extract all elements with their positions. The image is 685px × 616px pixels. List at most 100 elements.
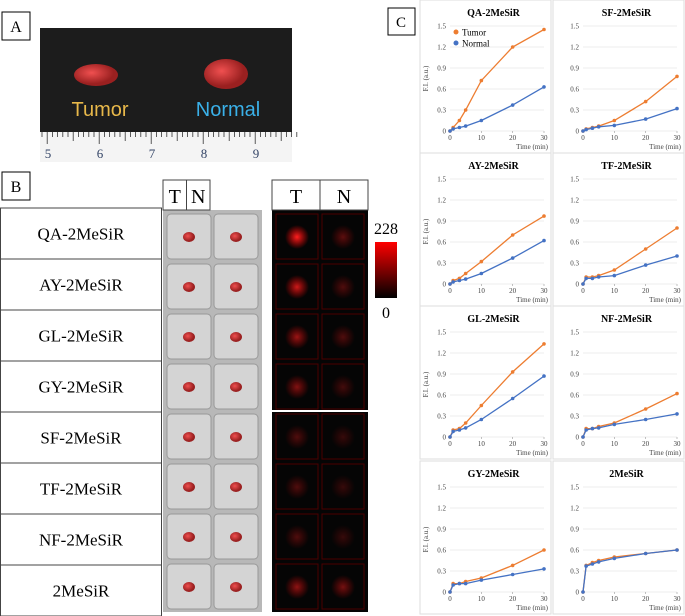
x-tick-label: 0 bbox=[448, 595, 452, 603]
fl-well bbox=[321, 413, 365, 460]
y-tick-label: 0.9 bbox=[437, 218, 446, 226]
data-point bbox=[451, 127, 455, 131]
fl-well bbox=[321, 313, 365, 360]
data-point bbox=[448, 282, 452, 286]
x-tick-label: 0 bbox=[448, 134, 452, 142]
data-point bbox=[643, 263, 648, 267]
data-point bbox=[542, 85, 546, 89]
table-cell bbox=[0, 360, 162, 413]
label-box bbox=[1, 171, 31, 201]
x-axis-label: Time (min) bbox=[649, 449, 681, 457]
row-label: GY-2MeSiR bbox=[38, 378, 124, 397]
y-tick-label: 0 bbox=[443, 281, 447, 289]
fl-well bbox=[321, 363, 365, 410]
chart-frame bbox=[419, 305, 552, 460]
x-tick-label: 10 bbox=[611, 287, 619, 295]
chart-title: TF-2MeSiR bbox=[601, 161, 652, 172]
row-label: TF-2MeSiR bbox=[40, 480, 123, 499]
data-point bbox=[584, 276, 588, 281]
tissue bbox=[183, 582, 195, 592]
fl-well bbox=[321, 563, 365, 610]
data-point bbox=[584, 564, 588, 568]
x-axis-label: Time (min) bbox=[516, 143, 548, 151]
chart-title: SF-2MeSiR bbox=[602, 8, 652, 19]
y-tick-label: 0.9 bbox=[437, 371, 446, 379]
x-tick-label: 30 bbox=[541, 134, 549, 142]
fl-well bbox=[275, 363, 319, 410]
y-tick-label: 0.9 bbox=[437, 526, 446, 534]
chart-title: GL-2MeSiR bbox=[467, 314, 520, 325]
x-tick-label: 0 bbox=[581, 287, 585, 295]
ruler-label: 5 bbox=[45, 146, 52, 161]
header-cell bbox=[271, 179, 321, 211]
y-tick-label: 0.3 bbox=[570, 260, 579, 268]
data-point bbox=[612, 422, 617, 427]
y-tick-label: 0 bbox=[576, 434, 580, 442]
fl-signal bbox=[285, 325, 309, 349]
y-tick-label: 0.6 bbox=[570, 86, 579, 94]
y-tick-label: 0.3 bbox=[570, 568, 579, 576]
data-point bbox=[510, 572, 515, 577]
x-tick-label: 0 bbox=[581, 440, 585, 448]
data-point bbox=[457, 125, 462, 130]
tissue bbox=[230, 382, 242, 392]
x-axis-label: Time (min) bbox=[649, 296, 681, 304]
tissue bbox=[183, 482, 195, 492]
tissue bbox=[230, 532, 242, 542]
data-point bbox=[643, 117, 648, 121]
panel-label: C bbox=[396, 15, 406, 31]
y-tick-label: 0.9 bbox=[570, 218, 579, 226]
y-tick-label: 1.2 bbox=[570, 44, 579, 52]
chart-title: NF-2MeSiR bbox=[601, 314, 653, 325]
fl-signal bbox=[285, 425, 309, 449]
legend-marker bbox=[453, 40, 459, 46]
x-tick-label: 10 bbox=[478, 595, 486, 603]
data-point bbox=[510, 103, 515, 107]
y-tick-label: 0.6 bbox=[437, 86, 446, 94]
tissue bbox=[183, 382, 195, 392]
colorbar-max: 228 bbox=[374, 221, 398, 238]
tissue bbox=[183, 232, 195, 242]
x-tick-label: 20 bbox=[509, 595, 517, 603]
y-tick-label: 0 bbox=[443, 434, 447, 442]
data-point bbox=[542, 27, 546, 32]
chart-title: AY-2MeSiR bbox=[468, 161, 519, 172]
data-point bbox=[643, 99, 648, 104]
y-axis-label: F.I. (a.u.) bbox=[422, 526, 430, 552]
data-point bbox=[457, 581, 462, 586]
y-tick-label: 1.5 bbox=[570, 176, 579, 184]
x-tick-label: 10 bbox=[478, 134, 486, 142]
x-tick-label: 30 bbox=[674, 287, 682, 295]
tissue bbox=[230, 232, 242, 242]
data-point bbox=[510, 370, 515, 374]
data-point bbox=[451, 280, 455, 284]
data-point bbox=[448, 435, 452, 439]
row-label: QA-2MeSiR bbox=[38, 225, 126, 244]
data-point bbox=[463, 421, 468, 425]
data-point bbox=[542, 374, 546, 378]
panel-label: B bbox=[11, 179, 22, 196]
y-tick-label: 0.6 bbox=[570, 392, 579, 400]
row-label: NF-2MeSiR bbox=[39, 531, 124, 550]
y-tick-label: 1.5 bbox=[437, 329, 446, 337]
fl-signal bbox=[285, 525, 309, 549]
tissue bbox=[230, 432, 242, 442]
data-point bbox=[542, 238, 546, 243]
chart-frame bbox=[419, 152, 552, 307]
column-label: N bbox=[337, 186, 351, 208]
tissue bbox=[183, 282, 195, 292]
y-tick-label: 0.6 bbox=[437, 239, 446, 247]
data-point bbox=[463, 426, 468, 430]
data-point bbox=[643, 551, 648, 556]
ruler-label: 8 bbox=[201, 146, 208, 161]
data-point bbox=[675, 548, 679, 552]
x-tick-label: 30 bbox=[674, 595, 682, 603]
y-tick-label: 1.5 bbox=[437, 23, 446, 31]
data-point bbox=[510, 233, 515, 237]
chart-frame bbox=[552, 152, 685, 307]
data-point bbox=[463, 277, 468, 281]
x-axis-label: Time (min) bbox=[649, 604, 681, 612]
column-label: N bbox=[191, 186, 205, 208]
data-point bbox=[596, 125, 601, 129]
